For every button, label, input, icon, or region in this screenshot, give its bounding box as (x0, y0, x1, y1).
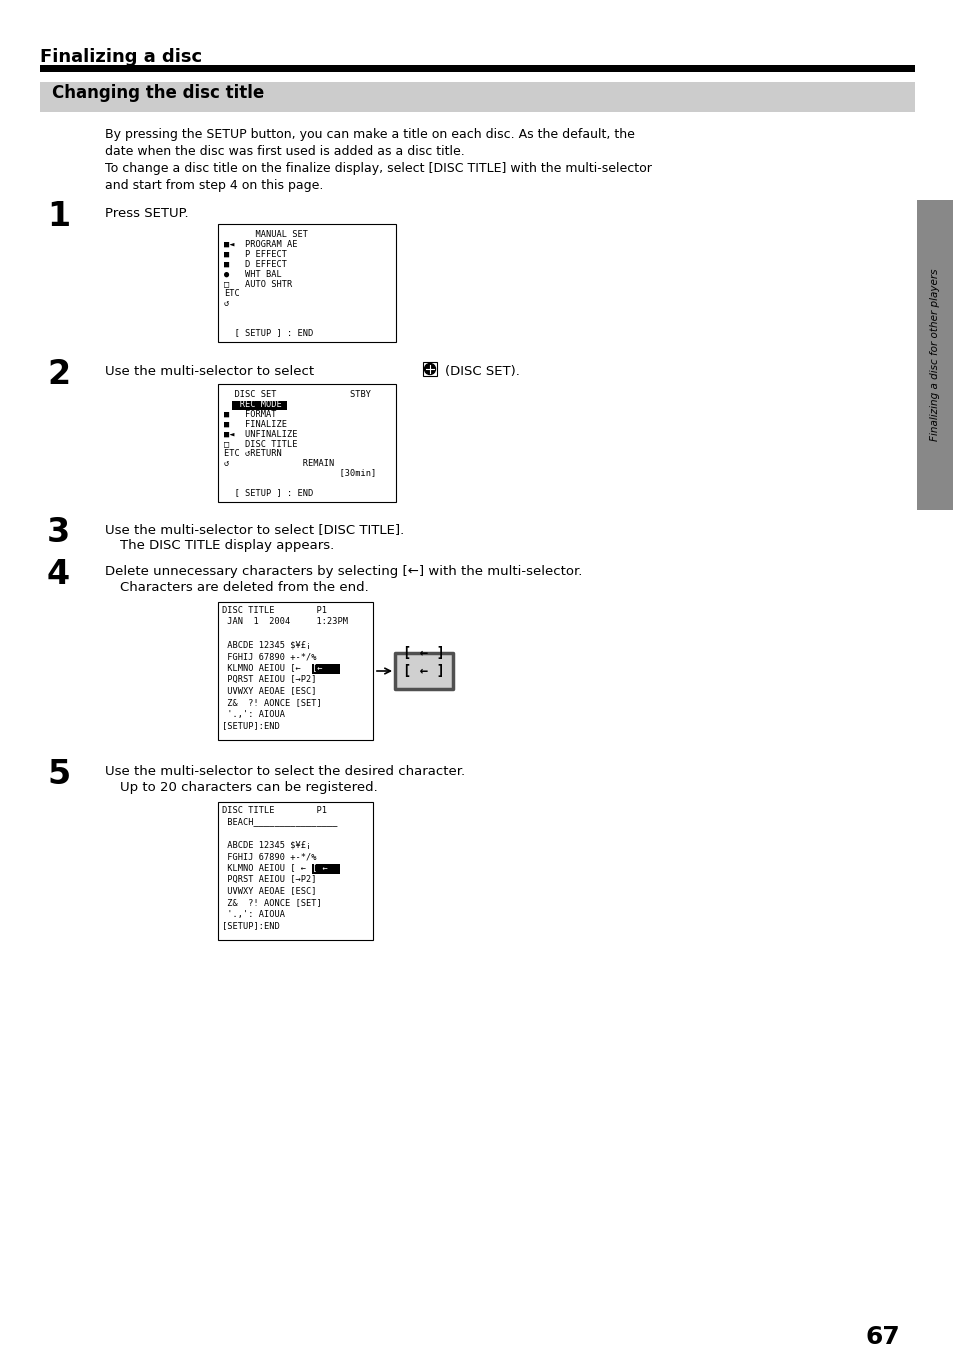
Text: MANUAL SET: MANUAL SET (224, 230, 308, 239)
Bar (218, 224, 395, 342)
Text: ■   FINALIZE: ■ FINALIZE (224, 419, 287, 429)
Text: UVWXY AEOAE [ESC]: UVWXY AEOAE [ESC] (222, 687, 316, 695)
Text: Use the multi-selector to select: Use the multi-selector to select (105, 365, 318, 379)
Text: Press SETUP.: Press SETUP. (105, 207, 189, 220)
Text: ■   P EFFECT: ■ P EFFECT (224, 250, 287, 258)
Text: To change a disc title on the finalize display, select [DISC TITLE] with the mul: To change a disc title on the finalize d… (105, 162, 651, 192)
Text: [SETUP]:END: [SETUP]:END (222, 921, 279, 930)
Text: [ SETUP ] : END: [ SETUP ] : END (224, 488, 313, 498)
Text: By pressing the SETUP button, you can make a title on each disc. As the default,: By pressing the SETUP button, you can ma… (105, 128, 634, 158)
Bar (422, 362, 436, 376)
Text: FGHIJ 67890 +-*/%: FGHIJ 67890 +-*/% (222, 852, 316, 861)
Circle shape (424, 364, 435, 375)
Text: 1: 1 (47, 200, 71, 233)
Text: ■   D EFFECT: ■ D EFFECT (224, 260, 287, 269)
Text: [ ← ]: [ ← ] (402, 664, 444, 677)
Bar (916, 200, 953, 510)
Bar (232, 400, 287, 410)
Text: ↺: ↺ (224, 299, 229, 308)
Text: Use the multi-selector to select [DISC TITLE].: Use the multi-selector to select [DISC T… (105, 523, 404, 535)
Text: KLMNO AEIOU [←: KLMNO AEIOU [← (222, 664, 300, 672)
Text: ■   FORMAT: ■ FORMAT (224, 410, 276, 419)
Bar (40, 82, 914, 112)
Text: [SETUP]:END: [SETUP]:END (222, 721, 279, 730)
Text: ■◄  UNFINALIZE: ■◄ UNFINALIZE (224, 429, 297, 438)
Text: [←: [← (312, 664, 322, 672)
Text: 5: 5 (47, 758, 71, 791)
Text: Finalizing a disc for other players: Finalizing a disc for other players (929, 269, 939, 441)
Text: Z&  ?! AONCE [SET]: Z& ?! AONCE [SET] (222, 898, 321, 907)
Text: ETC: ETC (224, 289, 239, 297)
Text: 3: 3 (47, 516, 71, 549)
Text: ABCDE 12345 $¥£¡: ABCDE 12345 $¥£¡ (222, 841, 311, 849)
Text: [ ←: [ ← (312, 864, 328, 872)
Text: Up to 20 characters can be registered.: Up to 20 characters can be registered. (120, 781, 377, 794)
Text: Delete unnecessary characters by selecting [←] with the multi-selector.: Delete unnecessary characters by selecti… (105, 565, 581, 579)
Text: JAN  1  2004     1:23PM: JAN 1 2004 1:23PM (222, 618, 348, 626)
Text: FGHIJ 67890 +-*/%: FGHIJ 67890 +-*/% (222, 652, 316, 661)
Bar (312, 664, 339, 673)
Text: [ ← ]: [ ← ] (402, 646, 444, 660)
Text: Finalizing a disc: Finalizing a disc (40, 49, 202, 66)
Text: 4: 4 (47, 558, 71, 591)
Bar (218, 384, 395, 502)
Bar (395, 653, 453, 690)
Text: ●   WHT BAL: ● WHT BAL (224, 269, 281, 279)
Text: □   AUTO SHTR: □ AUTO SHTR (224, 279, 292, 288)
Text: 2: 2 (47, 358, 71, 391)
Text: ■  REC MODE    SP: ■ REC MODE SP (224, 400, 313, 408)
Text: Z&  ?! AONCE [SET]: Z& ?! AONCE [SET] (222, 698, 321, 707)
Text: Use the multi-selector to select the desired character.: Use the multi-selector to select the des… (105, 765, 465, 777)
Text: PQRST AEIOU [→P2]: PQRST AEIOU [→P2] (222, 875, 316, 884)
Text: PQRST AEIOU [→P2]: PQRST AEIOU [→P2] (222, 675, 316, 684)
Text: '.,': AIOUA: '.,': AIOUA (222, 910, 285, 918)
Text: [30min]: [30min] (224, 468, 375, 477)
Bar (40, 65, 914, 72)
Text: Characters are deleted from the end.: Characters are deleted from the end. (120, 581, 369, 594)
Bar (312, 864, 339, 873)
Text: □   DISC TITLE: □ DISC TITLE (224, 439, 297, 448)
Text: BEACH________________: BEACH________________ (222, 818, 337, 826)
Text: ABCDE 12345 $¥£¡: ABCDE 12345 $¥£¡ (222, 641, 311, 649)
Text: '.,': AIOUA: '.,': AIOUA (222, 710, 285, 718)
Text: DISC TITLE        P1: DISC TITLE P1 (222, 806, 327, 815)
Text: ETC ↺RETURN: ETC ↺RETURN (224, 449, 281, 458)
Text: The DISC TITLE display appears.: The DISC TITLE display appears. (120, 539, 334, 552)
Bar (218, 602, 373, 740)
Text: ↺              REMAIN: ↺ REMAIN (224, 458, 334, 468)
Text: Changing the disc title: Changing the disc title (52, 84, 264, 101)
Text: ■◄  PROGRAM AE: ■◄ PROGRAM AE (224, 239, 297, 249)
Text: DISC SET              STBY: DISC SET STBY (224, 389, 371, 399)
Text: [ SETUP ] : END: [ SETUP ] : END (224, 329, 313, 337)
Text: 67: 67 (864, 1325, 899, 1349)
Text: KLMNO AEIOU [ ←: KLMNO AEIOU [ ← (222, 864, 306, 872)
Text: UVWXY AEOAE [ESC]: UVWXY AEOAE [ESC] (222, 887, 316, 895)
Bar (218, 802, 373, 940)
Text: (DISC SET).: (DISC SET). (444, 365, 519, 379)
Text: DISC TITLE        P1: DISC TITLE P1 (222, 606, 327, 615)
